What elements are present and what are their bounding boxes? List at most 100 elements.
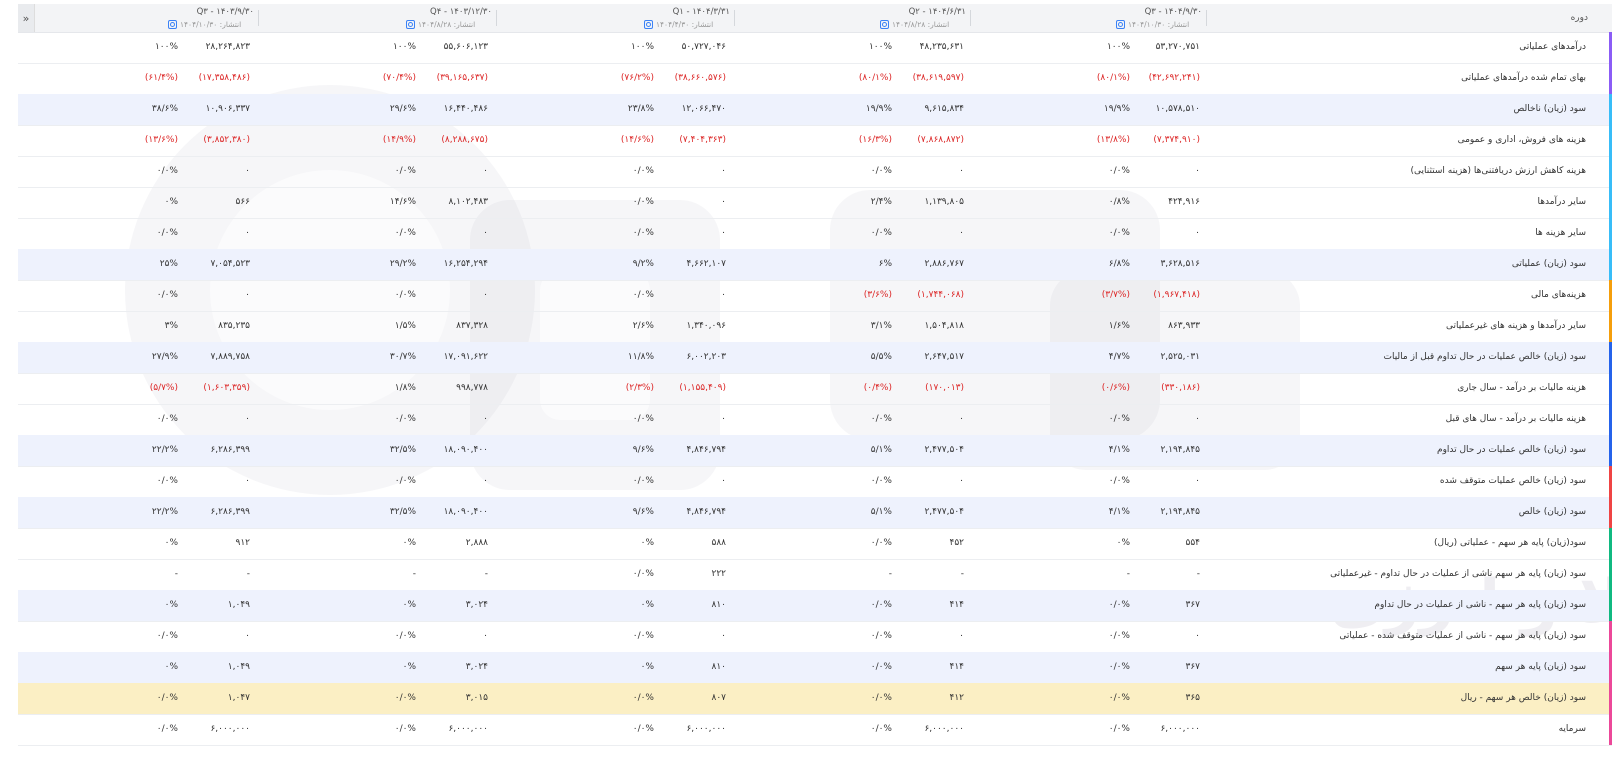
cell-percent: ۵/۱% [870, 445, 892, 455]
row-group-stripe [1609, 466, 1612, 497]
cell-percent: ۲۲/۲% [151, 445, 178, 455]
table-row: سایر درآمدها و هزینه های غیرعملیاتی ۸۶۳,۹… [18, 311, 1612, 343]
double-chevron-right-icon: » [22, 11, 30, 25]
period-header-5[interactable]: Q۳ - ۱۴۰۳/۹/۳۰ انتشار: ۱۴۰۴/۱۰/۳۰ [168, 4, 254, 32]
expand-columns-button[interactable]: » [18, 4, 35, 32]
table-row: سود (زیان) پایه هر سهم - ناشی از عملیات … [18, 621, 1612, 653]
cell-percent: (۰/۴%) [863, 383, 892, 393]
cell-percent: ۰/۰% [394, 290, 416, 300]
cell-percent: (۳/۷%) [1101, 290, 1130, 300]
cell-percent: ۰/۰% [632, 476, 654, 486]
cell-percent: ۰/۰% [870, 228, 892, 238]
row-label: سود (زیان) خالص عملیات متوقف شده [1439, 476, 1586, 486]
cell-value: ۰ [959, 166, 964, 176]
cell-percent: ۱/۵% [394, 321, 416, 331]
cell-percent: ۰/۰% [1108, 166, 1130, 176]
row-group-stripe [1609, 187, 1612, 218]
cell-value: ۳,۶۲۸,۵۱۶ [1160, 259, 1200, 269]
period-column-label: دوره [1570, 13, 1588, 23]
cell-percent: ۰/۰% [394, 228, 416, 238]
cell-value: ۰ [1195, 631, 1200, 641]
row-label: هزینه مالیات بر درآمد - سال جاری [1457, 383, 1586, 393]
cell-percent: ۰/۰% [870, 724, 892, 734]
row-group-stripe [1609, 435, 1612, 466]
calendar-icon[interactable] [168, 20, 177, 29]
cell-percent: ۱۰۰% [1106, 42, 1130, 52]
row-label: بهای تمام شده درآمدهای عملیاتی [1461, 73, 1586, 83]
cell-value: (۱,۶۰۳,۳۵۹) [203, 383, 250, 393]
cell-value: ۶,۰۰۲,۲۰۳ [686, 352, 726, 362]
period-label: Q۳ - ۱۴۰۳/۹/۳۰ [196, 7, 254, 17]
cell-value: ۰ [959, 228, 964, 238]
period-label: Q۴ - ۱۴۰۳/۱۲/۳۰ [430, 7, 492, 17]
row-label: سود(زیان) پایه هر سهم - عملیاتی (ریال) [1434, 538, 1586, 548]
cell-value: ۱,۰۴۹ [227, 662, 250, 672]
period-header-1[interactable]: Q۳ - ۱۴۰۴/۹/۳۰ انتشار: ۱۴۰۴/۱۰/۳۰ [1116, 4, 1202, 32]
cell-percent: ۴/۷% [1108, 352, 1130, 362]
cell-percent: ۶% [878, 259, 892, 269]
period-header-2[interactable]: Q۲ - ۱۴۰۴/۶/۳۱ انتشار: ۱۴۰۴/۸/۲۸ [880, 4, 966, 32]
cell-value: (۳۸,۶۶۰,۵۷۶) [674, 73, 726, 83]
row-group-stripe [1609, 590, 1612, 621]
table-row: سود (زیان) خالص عملیات در حال تداوم ۲,۱۹۴… [18, 435, 1612, 467]
period-label: Q۱ - ۱۴۰۴/۳/۳۱ [672, 7, 730, 17]
calendar-icon[interactable] [880, 20, 889, 29]
cell-percent: ۲۷/۹% [151, 352, 178, 362]
cell-percent: ۱۰۰% [154, 42, 178, 52]
cell-percent: ۹/۲% [632, 259, 654, 269]
cell-value: ۰ [959, 414, 964, 424]
cell-value: ۸۱۰ [711, 662, 726, 672]
table-row: سود(زیان) پایه هر سهم - عملیاتی (ریال) ۵۵… [18, 528, 1612, 560]
row-group-stripe [1609, 404, 1612, 435]
cell-percent: ۳% [164, 321, 178, 331]
cell-value: ۳,۰۲۴ [465, 662, 488, 672]
row-label: درآمدهای عملیاتی [1519, 42, 1586, 52]
cell-value: ۱۸,۰۹۰,۴۰۰ [443, 507, 488, 517]
cell-percent: (۱۳/۶%) [144, 135, 178, 145]
cell-percent: ۲۹/۲% [389, 259, 416, 269]
row-group-stripe [1609, 621, 1612, 652]
cell-percent: ۹/۶% [632, 507, 654, 517]
cell-value: ۸,۱۰۲,۴۸۳ [448, 197, 488, 207]
calendar-icon[interactable] [1116, 20, 1125, 29]
row-label: سود (زیان) خالص هر سهم - ریال [1460, 693, 1586, 703]
cell-value: ۰ [721, 414, 726, 424]
row-label: هزینه‌های مالی [1531, 290, 1586, 300]
row-label: سود (زیان) پایه هر سهم ناشی از عملیات در… [1330, 569, 1586, 579]
cell-value: ۱,۳۴۰,۰۹۶ [686, 321, 726, 331]
cell-percent: ۰/۰% [632, 166, 654, 176]
cell-value: ۸۳۷,۳۲۸ [456, 321, 488, 331]
cell-value: ۵۳,۲۷۰,۷۵۱ [1155, 42, 1200, 52]
table-row: سود (زیان) پایه هر سهم - ناشی از عملیات … [18, 590, 1612, 622]
row-group-stripe [1609, 125, 1612, 156]
table-row: هزینه‌های مالی (۱,۹۶۷,۴۱۸) (۳/۷%) (۱,۷۴۴,۰۶… [18, 280, 1612, 312]
cell-percent: (۸۰/۱%) [1096, 73, 1130, 83]
cell-percent: ۰% [402, 538, 416, 548]
cell-value: ۰ [483, 414, 488, 424]
period-header-3[interactable]: Q۱ - ۱۴۰۴/۳/۳۱ انتشار: ۱۴۰۴/۴/۳۰ [644, 4, 730, 32]
row-label: سایر درآمدها [1537, 197, 1586, 207]
cell-value: (۱,۹۶۷,۴۱۸) [1153, 290, 1200, 300]
cell-value: ۴۱۲ [949, 693, 964, 703]
cell-value: ۱۲,۰۶۶,۴۷۰ [681, 104, 726, 114]
calendar-icon[interactable] [644, 20, 653, 29]
cell-value: ۰ [1195, 414, 1200, 424]
cell-percent: ۰/۰% [632, 414, 654, 424]
row-label: سود (زیان) پایه هر سهم - ناشی از عملیات … [1374, 600, 1586, 610]
cell-percent: - [888, 569, 892, 579]
cell-percent: ۰/۰% [632, 228, 654, 238]
published-date: انتشار: ۱۴۰۴/۱۰/۳۰ [1128, 20, 1190, 29]
table-row: سود (زیان) ناخالص ۱۰,۵۷۸,۵۱۰ ۱۹/۹% ۹,۶۱۵,۸۳… [18, 94, 1612, 126]
cell-percent: ۰% [164, 662, 178, 672]
cell-value: (۳۳۰,۱۸۶) [1161, 383, 1200, 393]
cell-value: ۱۷,۰۹۱,۶۲۲ [443, 352, 488, 362]
row-group-stripe [1609, 559, 1612, 590]
header-divider [734, 10, 735, 26]
cell-value: (۳۸,۶۱۹,۵۹۷) [912, 73, 964, 83]
calendar-icon[interactable] [406, 20, 415, 29]
table-row: سود (زیان) عملیاتی ۳,۶۲۸,۵۱۶ ۶/۸% ۲,۸۸۶,۷۶۷… [18, 249, 1612, 281]
cell-value: (۱۷۰,۰۱۳) [925, 383, 964, 393]
cell-value: ۶,۰۰۰,۰۰۰ [686, 724, 726, 734]
period-header-4[interactable]: Q۴ - ۱۴۰۳/۱۲/۳۰ انتشار: ۱۴۰۴/۸/۲۸ [406, 4, 492, 32]
cell-value: ۸۶۳,۹۳۳ [1168, 321, 1200, 331]
